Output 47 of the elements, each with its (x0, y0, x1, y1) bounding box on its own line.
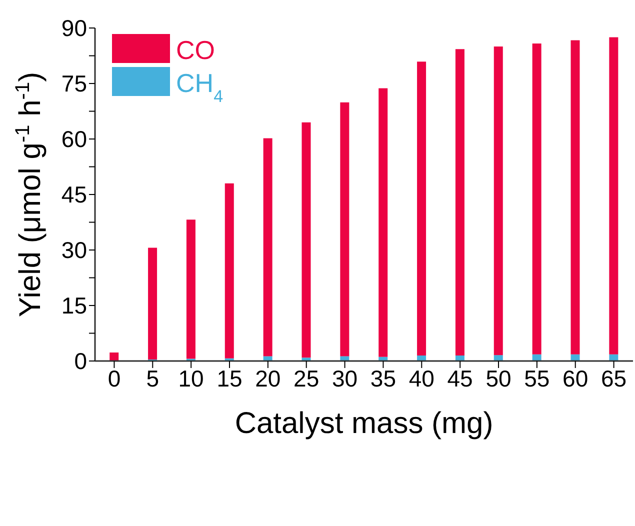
bar (494, 46, 503, 356)
x-tick-label: 5 (146, 365, 160, 392)
bar (455, 49, 464, 356)
bar (532, 44, 542, 354)
x-tick-label: 15 (216, 365, 242, 392)
x-tick-label: 50 (486, 365, 512, 392)
bar (417, 355, 426, 361)
bar (532, 354, 542, 361)
bar (340, 102, 350, 356)
x-tick-label: 10 (178, 365, 204, 392)
bar (186, 220, 196, 359)
legend-label: CO (176, 35, 215, 65)
bar (263, 356, 272, 361)
x-tick-label: 20 (255, 365, 281, 392)
bar (148, 248, 158, 360)
bar (340, 356, 350, 361)
bar (494, 355, 503, 361)
legend-label: CH$_{4}$ (176, 68, 224, 106)
bar (110, 352, 119, 361)
y-tick-label: 60 (61, 126, 87, 152)
x-tick-label: 45 (447, 365, 473, 392)
x-tick-label: 30 (332, 365, 358, 392)
bar (263, 138, 272, 356)
x-tick-label: 55 (524, 365, 550, 392)
x-tick-label: 65 (600, 365, 627, 392)
y-tick-label: 0 (74, 348, 87, 374)
bar (570, 354, 580, 361)
bar (609, 354, 618, 361)
bar (224, 183, 234, 358)
y-tick-label: 30 (61, 237, 87, 264)
bar (570, 40, 580, 354)
y-tick-label: 45 (61, 182, 87, 208)
y-tick-label: 15 (61, 292, 87, 319)
bar (455, 355, 464, 361)
x-tick-label: 0 (108, 365, 121, 392)
bar (609, 37, 618, 354)
x-axis-title: Catalyst mass (mg) (234, 407, 494, 440)
bar (417, 62, 426, 356)
y-tick-label: 75 (61, 70, 87, 97)
bar (378, 88, 388, 357)
y-tick-label: 90 (61, 15, 87, 42)
x-tick-label: 35 (370, 365, 396, 392)
x-tick-label: 60 (562, 365, 588, 392)
bar (302, 122, 311, 358)
x-tick-label: 40 (408, 365, 434, 392)
bar (302, 358, 311, 361)
x-tick-label: 25 (294, 365, 320, 392)
